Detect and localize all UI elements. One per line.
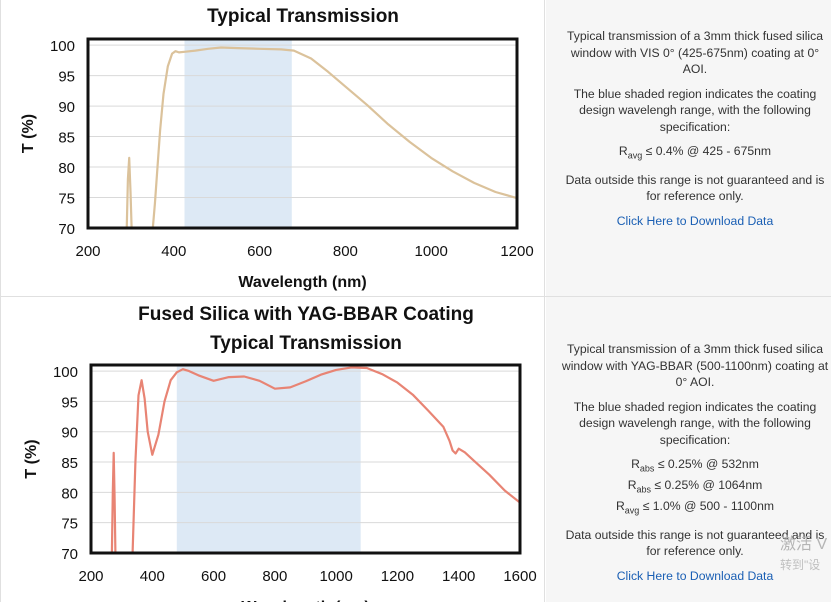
spec-value: ≤ 0.25% @ 1064nm [651,477,763,492]
x-tick-label: 800 [262,568,287,585]
spec-subscript: abs [636,484,652,495]
shaded-note-text: The blue shaded region indicates the coa… [573,86,817,134]
description-block-2: Typical transmission of a 3mm thick fuse… [560,341,830,592]
y-tick-label: 95 [61,394,78,411]
x-tick-label: 1200 [381,568,414,585]
plot-frame [89,363,522,555]
coating-range-shade [184,39,292,228]
y-tick-label: 90 [61,425,78,442]
chart-panel-1: 70 75 80 85 90 95 100 200 400 600 800 1000 1200 Typic… [0,0,545,296]
y-tick-label: 80 [58,160,75,177]
description-block-1: Typical transmission of a 3mm thick fuse… [560,28,830,237]
spec-symbol: R [627,477,637,492]
y-tick-label: 85 [58,130,75,147]
spec-symbol: R [615,498,625,513]
watermark-line-2: 转到"设 [780,558,821,572]
spec-line: Ravg ≤ 0.4% @ 425 - 675nm [560,143,830,164]
description-panel-2: Typical transmission of a 3mm thick fuse… [546,297,831,602]
x-tick-label: 400 [140,568,165,585]
y-tick-label: 75 [58,191,75,208]
y-tick-label: 70 [61,546,78,563]
spec-subscript: abs [639,463,655,474]
y-tick-label: 75 [61,516,78,533]
y-axis-label: T (%) [20,114,37,153]
x-tick-label: 200 [75,243,100,260]
description-text: Typical transmission of a 3mm thick fuse… [566,29,824,76]
x-tick-label: 400 [161,243,186,260]
chart-panel-2: 70 75 80 85 90 95 100 200 400 600 800 1000 1200 1400 1… [0,297,545,607]
shaded-note-text: The blue shaded region indicates the coa… [573,399,817,447]
transmission-series-line [125,46,517,228]
x-tick-label: 1200 [500,243,533,260]
spec-value: ≤ 0.4% @ 425 - 675nm [642,144,772,158]
watermark-line-1: 激活 V [780,536,828,553]
transmission-chart-yag-bbar: 70 75 80 85 90 95 100 200 400 600 800 1000 1200 1400 1… [23,304,537,607]
chart-title: Fused Silica with YAG-BBAR Coating [138,304,474,325]
x-tick-label: 800 [333,243,358,260]
y-tick-label: 70 [58,221,75,238]
disclaimer-text: Data outside this range is not guarantee… [565,172,825,204]
transmission-chart-vis: 70 75 80 85 90 95 100 200 400 600 800 1000 1200 Typic… [20,6,534,291]
download-data-link[interactable]: Click Here to Download Data [616,568,774,583]
spec-line: Ravg ≤ 1.0% @ 500 - 1100nm [560,498,830,519]
description-panel-1: Typical transmission of a 3mm thick fuse… [546,0,831,296]
plot-frame [86,37,519,230]
x-tick-label: 600 [201,568,226,585]
transmission-series-line [110,366,520,553]
spec-subscript: avg [624,505,640,516]
x-tick-label: 1400 [442,568,475,585]
chart-subtitle: Typical Transmission [210,333,402,354]
x-axis-label: Wavelength (nm) [238,274,366,291]
x-tick-label: 200 [78,568,103,585]
x-tick-label: 1000 [415,243,448,260]
spec-symbol: R [631,457,640,471]
y-tick-label: 85 [61,455,78,472]
spec-line: Rabs ≤ 0.25% @ 1064nm [560,477,830,498]
download-data-link[interactable]: Click Here to Download Data [616,213,774,228]
spec-subscript: avg [627,150,643,161]
x-tick-label: 600 [247,243,272,260]
spec-value: ≤ 1.0% @ 500 - 1100nm [639,498,774,513]
spec-line: Rabs ≤ 0.25% @ 532nm [560,456,830,477]
chart-row-2: 70 75 80 85 90 95 100 200 400 600 800 1000 1200 1400 1… [0,297,831,607]
spec-value: ≤ 0.25% @ 532nm [654,457,759,471]
y-tick-label: 95 [58,69,75,86]
y-axis-label: T (%) [23,439,40,478]
y-tick-label: 90 [58,99,75,116]
y-tick-label: 100 [53,364,78,381]
spec-list: Rabs ≤ 0.25% @ 532nm Rabs ≤ 0.25% @ 1064n… [560,456,830,519]
y-tick-label: 80 [61,485,78,502]
chart-row-1: 70 75 80 85 90 95 100 200 400 600 800 1000 1200 Typic… [0,0,831,297]
coating-range-shade [176,365,361,553]
chart-title: Typical Transmission [207,6,399,27]
description-text: Typical transmission of a 3mm thick fuse… [561,342,829,389]
x-tick-label: 1000 [319,568,352,585]
y-tick-label: 100 [50,38,75,55]
x-tick-label: 1600 [503,568,536,585]
disclaimer-text: Data outside this range is not guarantee… [565,527,825,559]
spec-list: Ravg ≤ 0.4% @ 425 - 675nm [560,143,830,164]
spec-symbol: R [618,144,628,158]
